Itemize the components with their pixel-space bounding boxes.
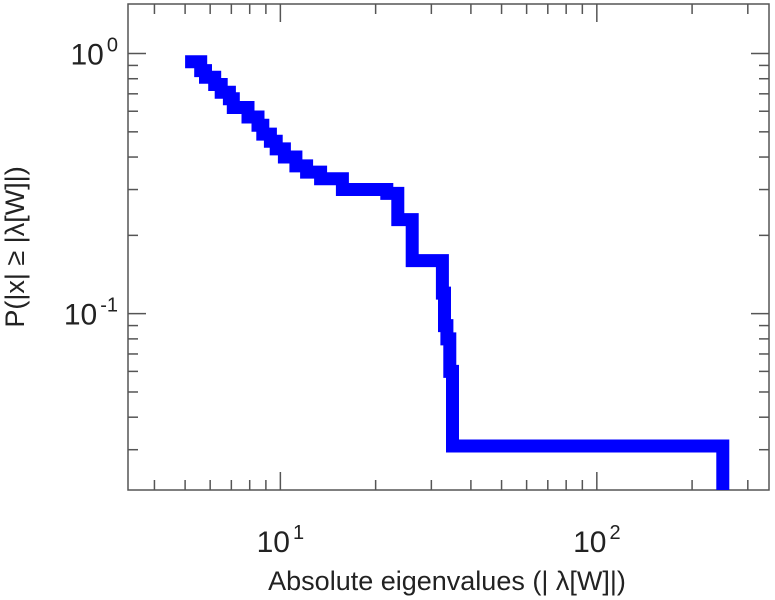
axis-ticks <box>128 4 769 490</box>
x-tick-label: 10 1 <box>257 522 305 559</box>
x-axis-title: Absolute eigenvalues (| λ[W]|) <box>268 566 626 596</box>
y-tick-label: 10 0 <box>71 35 119 72</box>
tick-labels: 10 1 10 2 10 0 10 -1 <box>64 35 621 559</box>
y-axis-title: P(|x| ≥ |λ[W]|) <box>0 166 30 327</box>
plot-frame <box>127 3 770 491</box>
x-tick-label: 10 2 <box>573 522 621 559</box>
y-tick-label: 10 -1 <box>64 295 118 332</box>
series-line <box>185 55 730 490</box>
